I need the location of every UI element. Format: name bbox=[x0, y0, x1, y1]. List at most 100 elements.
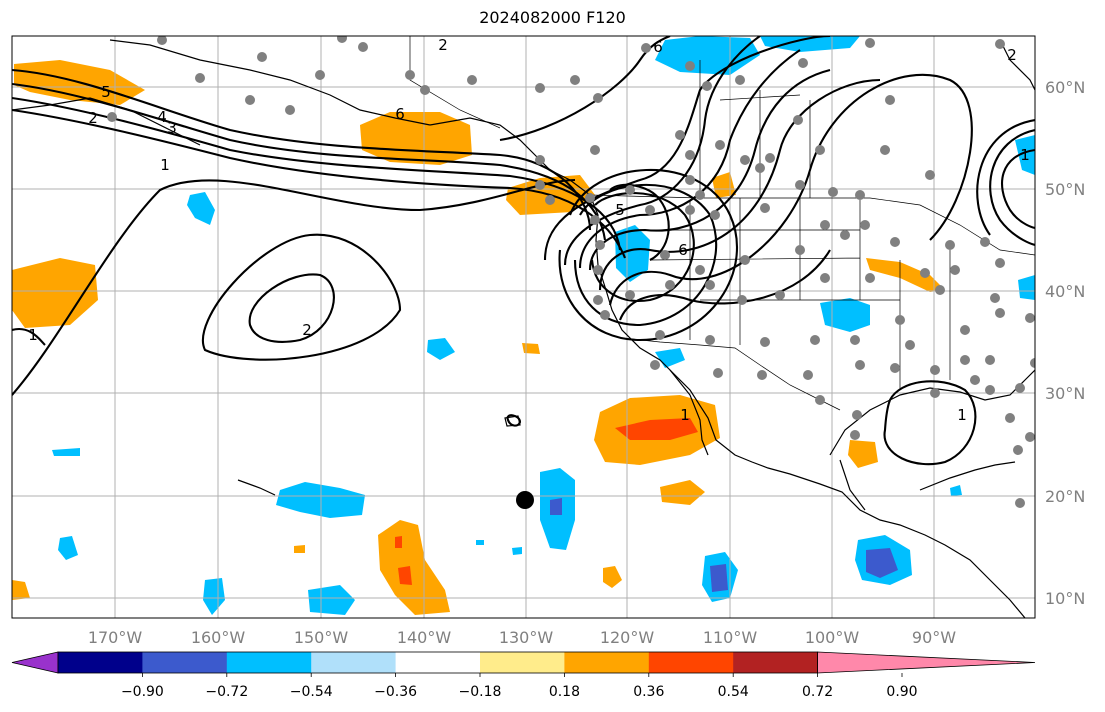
station-dot bbox=[960, 355, 970, 365]
coastlines bbox=[12, 39, 1035, 618]
coastline bbox=[839, 459, 866, 511]
latitude-labels: 60°N 50°N 40°N 30°N 20°N 10°N bbox=[1045, 78, 1085, 608]
station-dot bbox=[675, 130, 685, 140]
coastline bbox=[504, 415, 521, 427]
anomaly-region bbox=[660, 480, 705, 505]
anomaly-region bbox=[655, 36, 760, 75]
station-dot bbox=[850, 430, 860, 440]
station-dot bbox=[810, 335, 820, 345]
station-dot bbox=[775, 290, 785, 300]
anomaly-region bbox=[294, 545, 305, 553]
station-dot bbox=[795, 245, 805, 255]
station-dot bbox=[850, 335, 860, 345]
contour-line bbox=[12, 96, 622, 251]
anomaly-region bbox=[512, 547, 522, 555]
anomaly-region bbox=[615, 225, 650, 282]
anomaly-region bbox=[203, 578, 225, 615]
station-dot bbox=[925, 170, 935, 180]
longitude-label: 150°W bbox=[294, 628, 349, 647]
anomaly-region bbox=[308, 585, 355, 615]
station-dot bbox=[710, 210, 720, 220]
longitude-label: 120°W bbox=[600, 628, 655, 647]
anomaly-region bbox=[395, 536, 402, 548]
coastline bbox=[669, 369, 709, 456]
anomaly-region bbox=[950, 485, 962, 496]
contour-line bbox=[12, 82, 607, 241]
longitude-label: 130°W bbox=[499, 628, 554, 647]
station-dot bbox=[593, 295, 603, 305]
station-dot bbox=[985, 355, 995, 365]
anomaly-region bbox=[52, 448, 80, 456]
border-us-canada bbox=[589, 194, 1035, 256]
station-dot bbox=[970, 375, 980, 385]
station-dot bbox=[157, 36, 167, 45]
contour-line bbox=[590, 192, 695, 302]
colorbar-segment bbox=[733, 652, 819, 673]
contour-line bbox=[976, 118, 1035, 236]
station-dot bbox=[930, 388, 940, 398]
colorbar-tick-label: 0.54 bbox=[718, 684, 749, 700]
colorbar-tick-label: −0.72 bbox=[205, 684, 248, 700]
latitude-label: 20°N bbox=[1045, 487, 1085, 506]
contour-label: 4 bbox=[157, 108, 167, 126]
station-dot bbox=[935, 285, 945, 295]
contour-line bbox=[12, 178, 576, 396]
station-dot bbox=[593, 265, 603, 275]
station-dot bbox=[945, 240, 955, 250]
colorbar-segment bbox=[564, 652, 650, 673]
colorbar-min-extend bbox=[11, 651, 59, 674]
station-dot bbox=[590, 215, 600, 225]
longitude-label: 110°W bbox=[703, 628, 758, 647]
contour-label: 6 bbox=[653, 38, 663, 56]
coastline bbox=[109, 39, 431, 126]
colorbar-tick-label: −0.18 bbox=[459, 684, 502, 700]
contour-line bbox=[573, 183, 718, 327]
anomaly-region bbox=[866, 548, 898, 578]
station-dot bbox=[995, 258, 1005, 268]
contour-line bbox=[598, 78, 881, 291]
station-dot bbox=[420, 85, 430, 95]
station-dot bbox=[852, 410, 862, 420]
colorbar-segment bbox=[648, 652, 734, 673]
contour-line bbox=[989, 128, 1035, 247]
station-dot bbox=[245, 95, 255, 105]
colorbar-segment bbox=[311, 652, 397, 673]
anomaly-region bbox=[760, 36, 860, 52]
storm-center-marker bbox=[516, 491, 534, 509]
contour-label: 3 bbox=[167, 119, 177, 137]
latitude-label: 30°N bbox=[1045, 384, 1085, 403]
colorbar-tick-label: −0.90 bbox=[121, 684, 164, 700]
contour-line bbox=[883, 380, 977, 466]
station-dot bbox=[865, 38, 875, 48]
colorbar-tick-label: 0.72 bbox=[802, 684, 833, 700]
colorbar-frame bbox=[57, 651, 818, 674]
coastline bbox=[919, 461, 1016, 491]
station-dot bbox=[815, 145, 825, 155]
station-dot bbox=[650, 360, 660, 370]
contour-label: 2 bbox=[1007, 46, 1017, 64]
colorbar-segment bbox=[58, 652, 143, 673]
colorbar-max-extend bbox=[817, 651, 1036, 674]
station-dot bbox=[467, 75, 477, 85]
station-dot bbox=[855, 190, 865, 200]
contour-lines bbox=[12, 36, 1035, 466]
station-dot bbox=[1015, 383, 1025, 393]
coastline bbox=[237, 479, 276, 496]
station-dot bbox=[820, 220, 830, 230]
station-dot bbox=[890, 363, 900, 373]
anomaly-region bbox=[710, 564, 728, 592]
station-dot bbox=[815, 395, 825, 405]
anomaly-region bbox=[12, 258, 98, 328]
contour-label: 2 bbox=[438, 36, 448, 54]
anomaly-region bbox=[427, 338, 455, 360]
station-dot bbox=[535, 155, 545, 165]
longitude-label: 140°W bbox=[397, 628, 452, 647]
colorbar-tick-label: 0.90 bbox=[886, 684, 917, 700]
station-dot bbox=[740, 155, 750, 165]
contour-label: 2 bbox=[302, 321, 312, 339]
station-dot bbox=[570, 75, 580, 85]
station-dot bbox=[840, 230, 850, 240]
latitude-label: 10°N bbox=[1045, 589, 1085, 608]
longitude-label: 100°W bbox=[805, 628, 860, 647]
